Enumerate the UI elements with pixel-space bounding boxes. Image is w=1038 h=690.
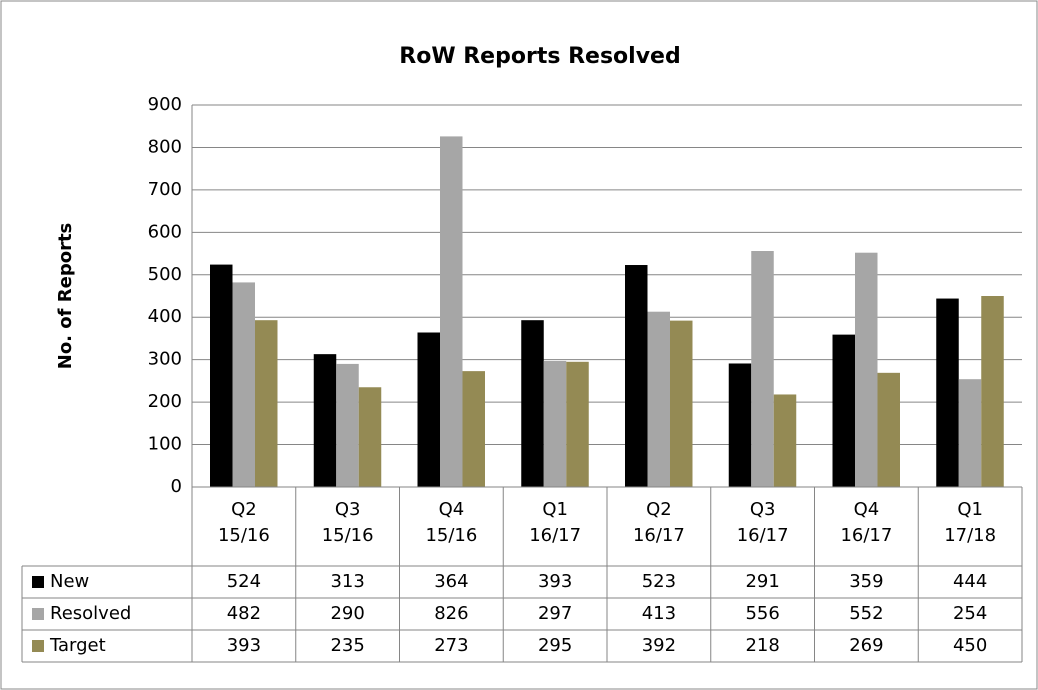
y-tick-label: 400 (148, 306, 182, 327)
y-tick-label: 700 (148, 179, 182, 200)
bar (232, 282, 255, 487)
bar (566, 361, 589, 487)
table-value: 297 (538, 603, 572, 624)
table-value: 393 (538, 571, 572, 592)
x-tick-label: Q3 16/17 (737, 499, 789, 546)
table-value: 359 (849, 571, 883, 592)
bar (958, 379, 982, 487)
bar (981, 296, 1004, 487)
y-tick-label: 900 (148, 94, 182, 115)
table-value: 450 (953, 635, 987, 656)
y-tick-label: 800 (148, 136, 182, 157)
table-value: 482 (227, 603, 261, 624)
legend-label: New (50, 571, 89, 592)
table-value: 552 (849, 603, 883, 624)
y-tick-label: 600 (148, 221, 182, 242)
x-tick-label: Q2 16/17 (633, 499, 685, 546)
y-tick-label: 100 (148, 434, 182, 455)
table-value: 273 (434, 635, 468, 656)
table-value: 524 (227, 571, 261, 592)
x-tick-label: Q3 15/16 (322, 499, 374, 546)
bar (521, 320, 544, 487)
bar (670, 320, 693, 487)
bar (877, 372, 900, 487)
table-value: 218 (745, 635, 779, 656)
legend-key (32, 608, 44, 620)
x-tick-label: Q1 17/18 (944, 499, 996, 546)
legend-label: Target (49, 635, 106, 656)
bar (543, 360, 567, 487)
y-tick-label: 200 (148, 391, 182, 412)
bar (313, 354, 337, 487)
x-tick-label: Q4 16/17 (840, 499, 892, 546)
table-value: 291 (745, 571, 779, 592)
bar (855, 252, 878, 487)
bar (210, 264, 233, 487)
table-value: 235 (330, 635, 364, 656)
x-tick-label: Q4 15/16 (425, 499, 477, 546)
table-value: 269 (849, 635, 883, 656)
table-value: 523 (642, 571, 676, 592)
y-axis-title: No. of Reports (55, 223, 76, 370)
bar (255, 320, 278, 487)
bar (728, 363, 752, 487)
y-tick-label: 500 (148, 264, 182, 285)
bar (625, 265, 648, 487)
x-tick-label: Q2 15/16 (218, 499, 270, 546)
table-value: 290 (330, 603, 364, 624)
table-value: 364 (434, 571, 468, 592)
bar (936, 298, 959, 487)
table-value: 392 (642, 635, 676, 656)
table-value: 556 (745, 603, 779, 624)
table-value: 826 (434, 603, 468, 624)
legend-key (32, 576, 44, 588)
bar (417, 332, 440, 487)
bar (462, 371, 485, 487)
bar (358, 387, 382, 487)
table-value: 254 (953, 603, 987, 624)
table-value: 413 (642, 603, 676, 624)
table-value: 295 (538, 635, 572, 656)
bar (440, 136, 463, 488)
legend-key (32, 640, 44, 652)
legend-label: Resolved (50, 603, 131, 624)
bar (647, 311, 670, 487)
bar (336, 363, 359, 487)
bar (751, 251, 774, 487)
y-tick-label: 0 (171, 476, 182, 497)
table-value: 444 (953, 571, 987, 592)
chart-title: RoW Reports Resolved (399, 44, 680, 69)
table-value: 313 (330, 571, 364, 592)
x-tick-label: Q1 16/17 (529, 499, 581, 546)
table-value: 393 (227, 635, 261, 656)
y-tick-label: 300 (148, 349, 182, 370)
bar (832, 334, 855, 487)
bar (773, 394, 797, 487)
